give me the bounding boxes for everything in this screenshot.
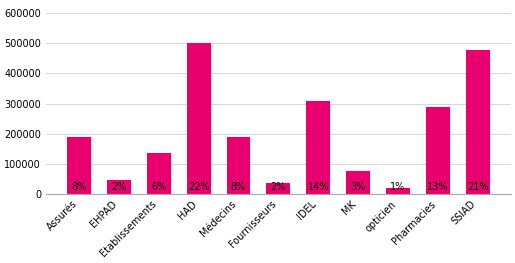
Text: 3%: 3%: [351, 182, 366, 192]
Bar: [466, 50, 490, 194]
Text: 2%: 2%: [271, 182, 286, 192]
Text: 8%: 8%: [231, 182, 246, 192]
Bar: [346, 170, 370, 194]
Bar: [386, 188, 410, 194]
Bar: [306, 101, 330, 194]
Bar: [107, 180, 131, 194]
Text: 6%: 6%: [151, 182, 166, 192]
Text: 21%: 21%: [467, 182, 489, 192]
Text: 14%: 14%: [307, 182, 329, 192]
Text: 8%: 8%: [72, 182, 87, 192]
Text: 2%: 2%: [111, 182, 127, 192]
Text: 13%: 13%: [427, 182, 449, 192]
Bar: [186, 43, 211, 194]
Bar: [426, 107, 450, 194]
Bar: [147, 153, 170, 194]
Text: 1%: 1%: [390, 182, 406, 192]
Bar: [266, 183, 290, 194]
Text: 22%: 22%: [188, 182, 210, 192]
Bar: [67, 137, 91, 194]
Bar: [227, 137, 250, 194]
